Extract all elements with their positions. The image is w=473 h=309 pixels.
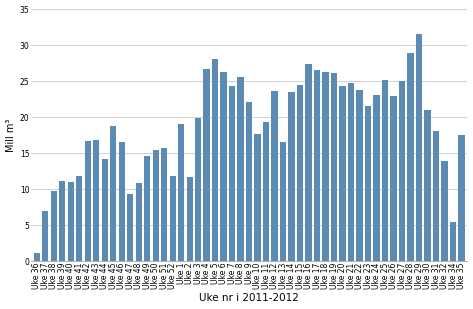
Bar [161,148,167,261]
Bar [127,194,133,261]
Bar [237,77,244,261]
Bar [348,83,354,261]
Bar [272,91,278,261]
Bar [169,176,176,261]
Bar [340,86,346,261]
Bar [152,150,159,261]
Bar [297,85,303,261]
Bar [424,110,431,261]
Bar [34,253,40,261]
Bar [42,211,49,261]
Bar [136,183,142,261]
Bar [373,95,380,261]
Bar [331,73,337,261]
Bar [254,134,261,261]
Bar [263,122,269,261]
Bar [306,64,312,261]
Bar [203,69,210,261]
X-axis label: Uke nr i 2011-2012: Uke nr i 2011-2012 [199,294,299,303]
Bar [433,131,439,261]
Bar [365,106,371,261]
Bar [441,161,448,261]
Bar [220,73,227,261]
Bar [76,176,82,261]
Bar [416,34,422,261]
Bar [102,159,108,261]
Bar [382,80,388,261]
Bar [314,70,320,261]
Bar [356,90,363,261]
Bar [280,142,286,261]
Bar [246,102,252,261]
Bar [229,86,236,261]
Bar [85,141,91,261]
Bar [178,124,184,261]
Bar [450,222,456,261]
Y-axis label: Mill m³: Mill m³ [6,119,16,152]
Bar [458,135,464,261]
Bar [68,182,74,261]
Bar [59,181,65,261]
Bar [186,177,193,261]
Bar [144,156,150,261]
Bar [399,81,405,261]
Bar [93,140,99,261]
Bar [51,191,57,261]
Bar [407,53,414,261]
Bar [195,118,201,261]
Bar [119,142,125,261]
Bar [110,126,116,261]
Bar [289,92,295,261]
Bar [323,72,329,261]
Bar [390,95,397,261]
Bar [212,59,219,261]
